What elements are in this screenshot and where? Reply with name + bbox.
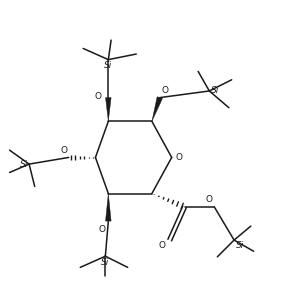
Text: O: O [94,92,101,101]
Text: O: O [98,225,105,234]
Text: O: O [158,241,166,250]
Text: O: O [176,153,183,162]
Text: Si: Si [235,241,244,250]
Polygon shape [105,98,111,121]
Text: Si: Si [19,160,28,168]
Text: Si: Si [104,61,113,70]
Text: Si: Si [211,86,219,96]
Polygon shape [105,193,111,221]
Text: O: O [206,195,213,204]
Text: Si: Si [101,258,109,267]
Text: O: O [60,146,67,155]
Polygon shape [152,97,162,121]
Text: O: O [161,86,168,95]
